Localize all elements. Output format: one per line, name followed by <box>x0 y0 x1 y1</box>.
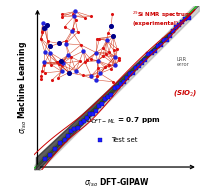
Point <box>79 122 82 125</box>
Point <box>135 66 138 69</box>
Point <box>66 135 70 138</box>
Point <box>99 138 102 141</box>
Point <box>100 102 104 105</box>
Point <box>171 30 175 33</box>
Text: $\sigma_{iso}$ DFT-GIPAW: $\sigma_{iso}$ DFT-GIPAW <box>84 177 150 189</box>
Point <box>53 147 57 150</box>
Point <box>131 71 135 74</box>
Point <box>107 96 110 99</box>
Point <box>91 112 95 115</box>
Text: (SiO$_2$): (SiO$_2$) <box>172 88 197 98</box>
Point <box>63 138 67 141</box>
Point <box>184 18 187 21</box>
Point <box>85 117 89 120</box>
Point <box>147 52 150 55</box>
Point <box>125 77 129 80</box>
Point <box>48 153 52 156</box>
Point <box>178 23 181 26</box>
Point <box>58 141 62 144</box>
Point <box>187 16 190 19</box>
Point <box>138 64 141 67</box>
Point <box>144 58 147 61</box>
Point <box>165 38 169 41</box>
Point <box>76 126 79 129</box>
Point <box>122 81 126 84</box>
Point <box>174 26 178 29</box>
Point <box>104 97 107 100</box>
Text: $^{29}$Si NMR spectrum
(experimental): $^{29}$Si NMR spectrum (experimental) <box>132 10 192 26</box>
Point <box>181 21 184 24</box>
Point <box>162 39 166 42</box>
Point <box>110 93 113 96</box>
Text: LRR
error: LRR error <box>177 57 189 67</box>
Polygon shape <box>36 10 195 172</box>
Point <box>82 120 85 123</box>
Point <box>116 86 119 89</box>
Text: $\sigma_{iso}$ Machine Learning: $\sigma_{iso}$ Machine Learning <box>16 41 29 134</box>
Point <box>159 44 163 47</box>
Point <box>97 105 101 108</box>
Text: $\Delta_{DFT-ML}$ = 0.7 ppm: $\Delta_{DFT-ML}$ = 0.7 ppm <box>86 116 160 126</box>
Point <box>128 73 132 76</box>
Point <box>150 51 153 54</box>
Point <box>88 113 92 116</box>
Point <box>43 158 46 161</box>
Point <box>119 82 123 85</box>
Point <box>141 61 144 64</box>
Text: Test set: Test set <box>111 137 137 143</box>
Point <box>153 50 156 53</box>
Point <box>94 109 98 112</box>
Point <box>70 130 73 133</box>
Point <box>156 44 160 47</box>
Point <box>168 35 172 38</box>
Point <box>113 87 116 90</box>
Point <box>73 128 76 131</box>
